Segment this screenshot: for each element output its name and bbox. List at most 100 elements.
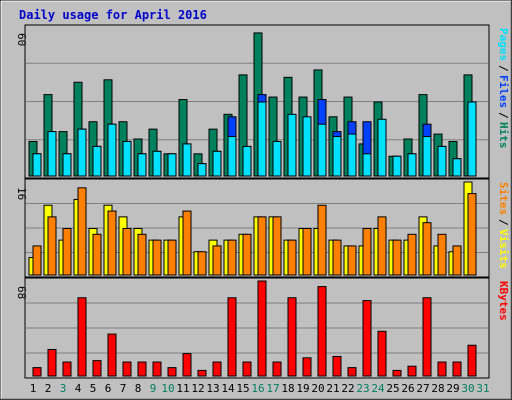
bar-kbytes-day-8: [137, 361, 147, 377]
day-label-8: 8: [135, 382, 142, 395]
day-label-22: 22: [341, 382, 354, 395]
bar-pages-day-7: [122, 140, 132, 177]
bar-sites-day-15: [242, 233, 252, 276]
bar-pages-day-4: [77, 128, 87, 177]
bar-kbytes-day-25: [392, 369, 402, 377]
y-max-label: 16: [15, 187, 28, 200]
legend-separator: /: [497, 65, 510, 72]
day-label-24: 24: [371, 382, 385, 395]
bar-pages-day-29: [452, 158, 462, 177]
bar-kbytes-day-13: [212, 361, 222, 377]
day-label-7: 7: [120, 382, 127, 395]
bar-kbytes-day-22: [347, 367, 357, 377]
panel-visits-sites: 16 Sites / Visits: [15, 178, 510, 278]
day-label-26: 26: [401, 382, 414, 395]
bar-pages-day-18: [287, 113, 297, 177]
bar-kbytes-day-30: [467, 344, 477, 377]
bar-kbytes-day-10: [167, 367, 177, 377]
bar-pages-day-21: [332, 136, 342, 177]
day-label-30: 30: [461, 382, 474, 395]
bar-pages-day-19: [302, 116, 312, 177]
y-max-label: 68: [15, 286, 28, 299]
bar-pages-day-12: [197, 163, 207, 177]
day-label-15: 15: [236, 382, 249, 395]
bar-sites-day-3: [62, 228, 72, 276]
panel-kbytes: 68 KBytes: [15, 277, 510, 379]
chart-panels: 60 Pages / Files / Hits 16 Sites / Visits 68 KBytes: [15, 24, 510, 379]
legend-label-files: Files: [497, 75, 510, 108]
day-label-11: 11: [176, 382, 189, 395]
bar-pages-day-26: [407, 153, 417, 177]
bar-kbytes-day-4: [77, 297, 87, 377]
day-label-21: 21: [326, 382, 339, 395]
bar-sites-day-23: [362, 228, 372, 276]
day-label-2: 2: [45, 382, 52, 395]
bar-sites-day-17: [272, 216, 282, 276]
bar-kbytes-day-9: [152, 361, 162, 377]
bar-sites-day-5: [92, 233, 102, 276]
bar-pages-day-1: [32, 153, 42, 177]
day-label-6: 6: [105, 382, 112, 395]
bar-sites-day-2: [47, 216, 57, 276]
bar-kbytes-day-7: [122, 361, 132, 377]
bar-kbytes-day-20: [317, 286, 327, 377]
bar-sites-day-9: [152, 239, 162, 276]
bar-kbytes-day-5: [92, 360, 102, 377]
bar-pages-day-3: [62, 153, 72, 177]
bar-pages-day-25: [392, 155, 402, 177]
day-label-13: 13: [206, 382, 219, 395]
panel-hits-files-pages: 60 Pages / Files / Hits: [15, 24, 510, 179]
day-label-27: 27: [416, 382, 429, 395]
bar-sites-day-1: [32, 245, 42, 276]
legend-label-hits: Hits: [497, 122, 510, 149]
y-max-label: 60: [15, 33, 28, 46]
bar-sites-day-29: [452, 245, 462, 276]
bar-sites-day-4: [77, 187, 87, 276]
day-label-16: 16: [251, 382, 264, 395]
bar-kbytes-day-15: [242, 361, 252, 377]
day-label-18: 18: [281, 382, 294, 395]
bar-sites-day-8: [137, 233, 147, 276]
legend-label-sites: Sites: [497, 182, 510, 215]
bar-sites-day-12: [197, 251, 207, 276]
bar-kbytes-day-26: [407, 365, 417, 377]
bar-sites-day-10: [167, 239, 177, 276]
bar-pages-day-16: [257, 101, 267, 177]
bar-pages-day-13: [212, 150, 222, 177]
bar-sites-day-21: [332, 239, 342, 276]
bar-kbytes-day-14: [227, 297, 237, 377]
day-label-12: 12: [191, 382, 204, 395]
legend-label-visits: Visits: [497, 229, 510, 269]
bar-pages-day-9: [152, 150, 162, 177]
day-axis: 1 2 3 4 5 6 7 8 9 10 11 12 13 14 15 16 17 18 19 20 21 22 23 24 2…: [30, 382, 490, 395]
bar-sites-day-6: [107, 210, 117, 276]
bar-kbytes-day-17: [272, 361, 282, 377]
legend-separator: /: [497, 112, 510, 119]
bar-sites-day-16: [257, 216, 267, 276]
bar-pages-day-6: [107, 123, 117, 177]
bar-kbytes-day-6: [107, 333, 117, 377]
day-label-31: 31: [476, 382, 489, 395]
bar-sites-day-14: [227, 239, 237, 276]
bar-kbytes-day-23: [362, 300, 372, 377]
bar-sites-day-20: [317, 204, 327, 276]
day-label-29: 29: [446, 382, 459, 395]
bar-sites-day-25: [392, 239, 402, 276]
bar-kbytes-day-27: [422, 297, 432, 377]
day-label-4: 4: [75, 382, 82, 395]
bar-kbytes-day-28: [437, 361, 447, 377]
bar-kbytes-day-19: [302, 357, 312, 377]
legend-label-kbytes: KBytes: [497, 281, 510, 321]
day-label-9: 9: [150, 382, 157, 395]
day-label-5: 5: [90, 382, 97, 395]
bar-pages-day-20: [317, 123, 327, 177]
bar-pages-day-11: [182, 143, 192, 177]
day-label-19: 19: [296, 382, 309, 395]
bar-sites-day-27: [422, 222, 432, 276]
bar-pages-day-5: [92, 145, 102, 177]
bar-kbytes-day-1: [32, 367, 42, 377]
bar-pages-day-22: [347, 133, 357, 177]
bar-pages-day-15: [242, 145, 252, 177]
legend-separator: /: [497, 219, 510, 226]
